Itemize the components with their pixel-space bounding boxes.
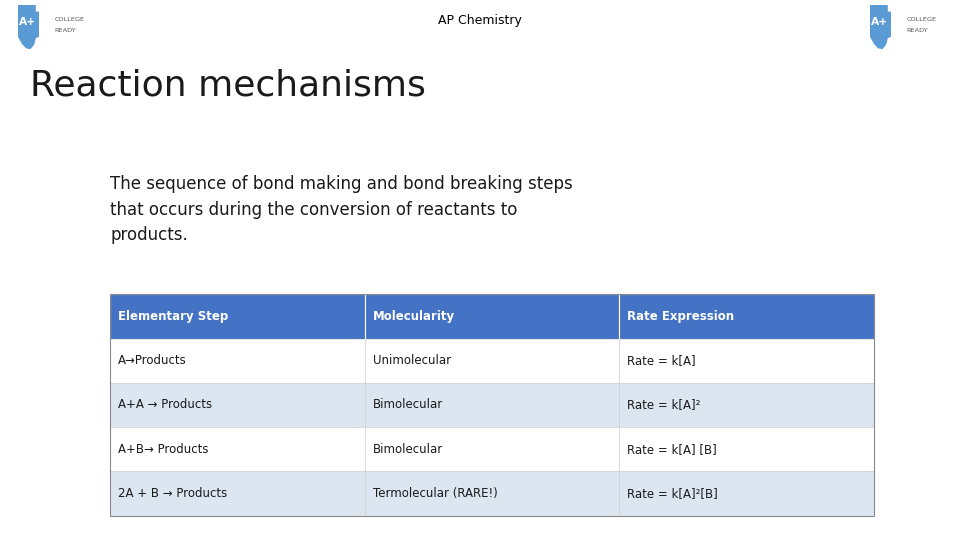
Text: Bimolecular: Bimolecular [372, 399, 444, 411]
Polygon shape [870, 5, 891, 49]
Text: Molecularity: Molecularity [372, 310, 455, 323]
FancyBboxPatch shape [619, 383, 874, 427]
Text: Bimolecular: Bimolecular [372, 443, 444, 456]
FancyBboxPatch shape [365, 471, 619, 516]
FancyBboxPatch shape [365, 294, 619, 339]
FancyBboxPatch shape [365, 339, 619, 383]
Text: 2A + B → Products: 2A + B → Products [118, 487, 228, 500]
Text: Reaction mechanisms: Reaction mechanisms [30, 68, 426, 102]
Text: Termolecular (RARE!): Termolecular (RARE!) [372, 487, 497, 500]
Text: Unimolecular: Unimolecular [372, 354, 451, 367]
FancyBboxPatch shape [110, 339, 365, 383]
Text: COLLEGE: COLLEGE [906, 17, 936, 22]
FancyBboxPatch shape [619, 294, 874, 339]
FancyBboxPatch shape [110, 294, 365, 339]
Text: A+: A+ [871, 17, 888, 27]
FancyBboxPatch shape [365, 383, 619, 427]
Text: Rate = k[A] [B]: Rate = k[A] [B] [627, 443, 717, 456]
Text: READY: READY [55, 28, 76, 33]
FancyBboxPatch shape [365, 427, 619, 471]
Text: A+: A+ [18, 17, 36, 27]
FancyBboxPatch shape [110, 383, 365, 427]
Polygon shape [18, 5, 39, 49]
FancyBboxPatch shape [110, 471, 365, 516]
Text: Rate = k[A]: Rate = k[A] [627, 354, 696, 367]
Text: COLLEGE: COLLEGE [55, 17, 84, 22]
Text: A→Products: A→Products [118, 354, 187, 367]
Text: The sequence of bond making and bond breaking steps
that occurs during the conve: The sequence of bond making and bond bre… [110, 175, 573, 245]
Text: A+B→ Products: A+B→ Products [118, 443, 209, 456]
FancyBboxPatch shape [619, 471, 874, 516]
FancyBboxPatch shape [619, 339, 874, 383]
Text: Rate = k[A]²[B]: Rate = k[A]²[B] [627, 487, 718, 500]
Text: AP Chemistry: AP Chemistry [438, 14, 522, 27]
Text: Rate Expression: Rate Expression [627, 310, 734, 323]
Text: Elementary Step: Elementary Step [118, 310, 228, 323]
Text: A+A → Products: A+A → Products [118, 399, 212, 411]
FancyBboxPatch shape [619, 427, 874, 471]
Text: READY: READY [906, 28, 928, 33]
FancyBboxPatch shape [110, 427, 365, 471]
Text: Rate = k[A]²: Rate = k[A]² [627, 399, 701, 411]
